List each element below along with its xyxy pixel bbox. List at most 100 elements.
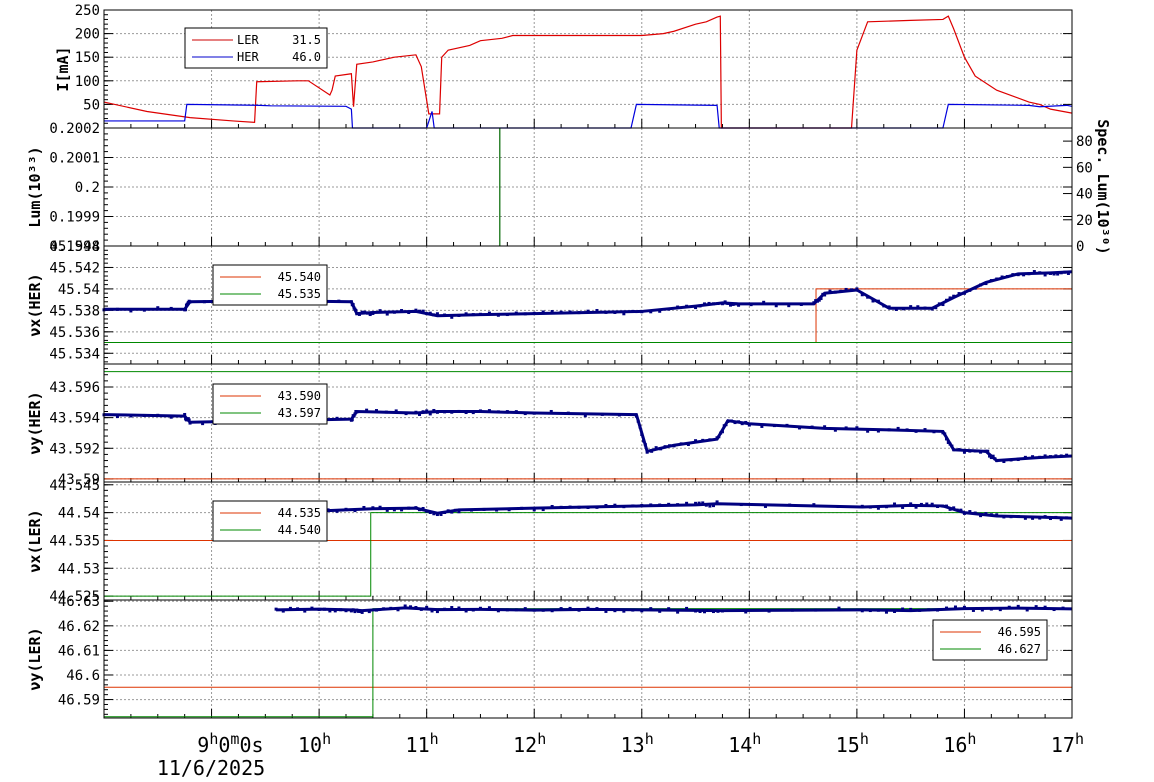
- measured-point: [686, 443, 690, 447]
- measured-point: [814, 608, 818, 612]
- y2-tick-label: 40: [1076, 187, 1093, 203]
- measured-point: [980, 608, 984, 612]
- measured-point: [855, 287, 859, 291]
- measured-point: [464, 411, 468, 415]
- measured-point: [658, 309, 662, 313]
- measured-point: [586, 505, 590, 509]
- measured-point: [495, 508, 499, 512]
- measured-point: [860, 293, 864, 297]
- measured-point: [1000, 275, 1004, 279]
- measured-point: [876, 299, 880, 303]
- measured-point: [716, 302, 720, 306]
- measured-point: [887, 428, 891, 432]
- measured-point: [355, 312, 359, 316]
- y-tick-label: 150: [75, 50, 100, 66]
- measured-point: [649, 310, 653, 314]
- measured-point: [403, 604, 407, 608]
- measured-point: [640, 609, 644, 613]
- setpoint-line: [104, 512, 1072, 597]
- measured-point: [1048, 271, 1052, 275]
- measured-point: [366, 311, 370, 315]
- measured-point: [333, 609, 337, 613]
- measured-point: [432, 313, 436, 317]
- y-tick-label: 45.538: [49, 303, 100, 319]
- measured-point: [837, 606, 841, 610]
- measured-point: [1066, 271, 1070, 275]
- y-axis-label: νx(LER): [26, 509, 44, 572]
- measured-point: [382, 607, 386, 611]
- measured-point: [414, 506, 418, 510]
- legend-box: [212, 264, 328, 306]
- measured-point: [989, 513, 993, 517]
- y-tick-label: 43.592: [49, 441, 100, 457]
- legend-value: 46.595: [998, 625, 1041, 639]
- measured-point: [763, 504, 767, 508]
- measured-point: [394, 409, 398, 413]
- measured-point: [350, 418, 354, 422]
- measured-point: [1027, 272, 1031, 276]
- measured-point: [532, 508, 536, 512]
- measured-point: [812, 301, 816, 305]
- nux_ler-panel: 44.525 44.53 44.535 44.54 44.545 νx(LER) 44.53…: [26, 478, 1073, 605]
- measured-point: [948, 296, 952, 300]
- measured-point: [142, 308, 146, 312]
- measured-point: [577, 311, 581, 315]
- x-tick-label: 11h: [406, 730, 439, 757]
- legend-box: [184, 27, 328, 69]
- measured-point: [988, 454, 992, 458]
- legend-box: [212, 383, 328, 425]
- measured-point: [357, 312, 361, 316]
- measured-point: [358, 609, 362, 613]
- measured-point: [927, 608, 931, 612]
- measured-point: [636, 419, 640, 423]
- measured-point: [156, 306, 160, 310]
- measured-point: [425, 409, 429, 413]
- measured-point: [435, 610, 439, 614]
- measured-point: [941, 303, 945, 307]
- measured-point: [957, 292, 961, 296]
- measured-point: [374, 409, 378, 413]
- measured-point: [1034, 605, 1038, 609]
- measured-point: [450, 315, 454, 319]
- measured-point: [701, 501, 705, 505]
- measured-point: [505, 313, 509, 317]
- measured-point: [722, 424, 726, 428]
- measured-point: [711, 610, 715, 614]
- measured-point: [432, 512, 436, 516]
- measured-point: [317, 607, 321, 611]
- measured-point: [1016, 604, 1020, 608]
- measured-point: [169, 415, 173, 419]
- measured-point: [1005, 275, 1009, 279]
- measured-point: [421, 506, 425, 510]
- measured-point: [274, 607, 278, 611]
- measured-point: [703, 610, 707, 614]
- measured-point: [471, 411, 475, 415]
- measured-point: [729, 419, 733, 423]
- measured-point: [914, 505, 918, 509]
- measured-point: [532, 608, 536, 612]
- measured-point: [711, 302, 715, 306]
- measured-point: [876, 429, 880, 433]
- measured-point: [1059, 271, 1063, 275]
- measured-point: [339, 608, 343, 612]
- measured-point: [836, 505, 840, 509]
- measured-point: [337, 299, 341, 303]
- measured-point: [952, 448, 956, 452]
- measured-point: [577, 608, 581, 612]
- measured-point: [471, 608, 475, 612]
- measured-point: [496, 313, 500, 317]
- measured-point: [443, 607, 447, 611]
- measured-point: [734, 302, 738, 306]
- y-tick-label: 43.594: [49, 411, 100, 427]
- measured-point: [354, 308, 358, 312]
- measured-point: [726, 419, 730, 423]
- measured-point: [638, 425, 642, 429]
- measured-point: [645, 450, 649, 454]
- measured-point: [439, 512, 443, 516]
- measured-point: [328, 609, 332, 613]
- measured-point: [701, 438, 705, 442]
- measured-point: [866, 295, 870, 299]
- measured-point: [613, 503, 617, 507]
- measured-point: [973, 511, 977, 515]
- measured-point: [322, 607, 326, 611]
